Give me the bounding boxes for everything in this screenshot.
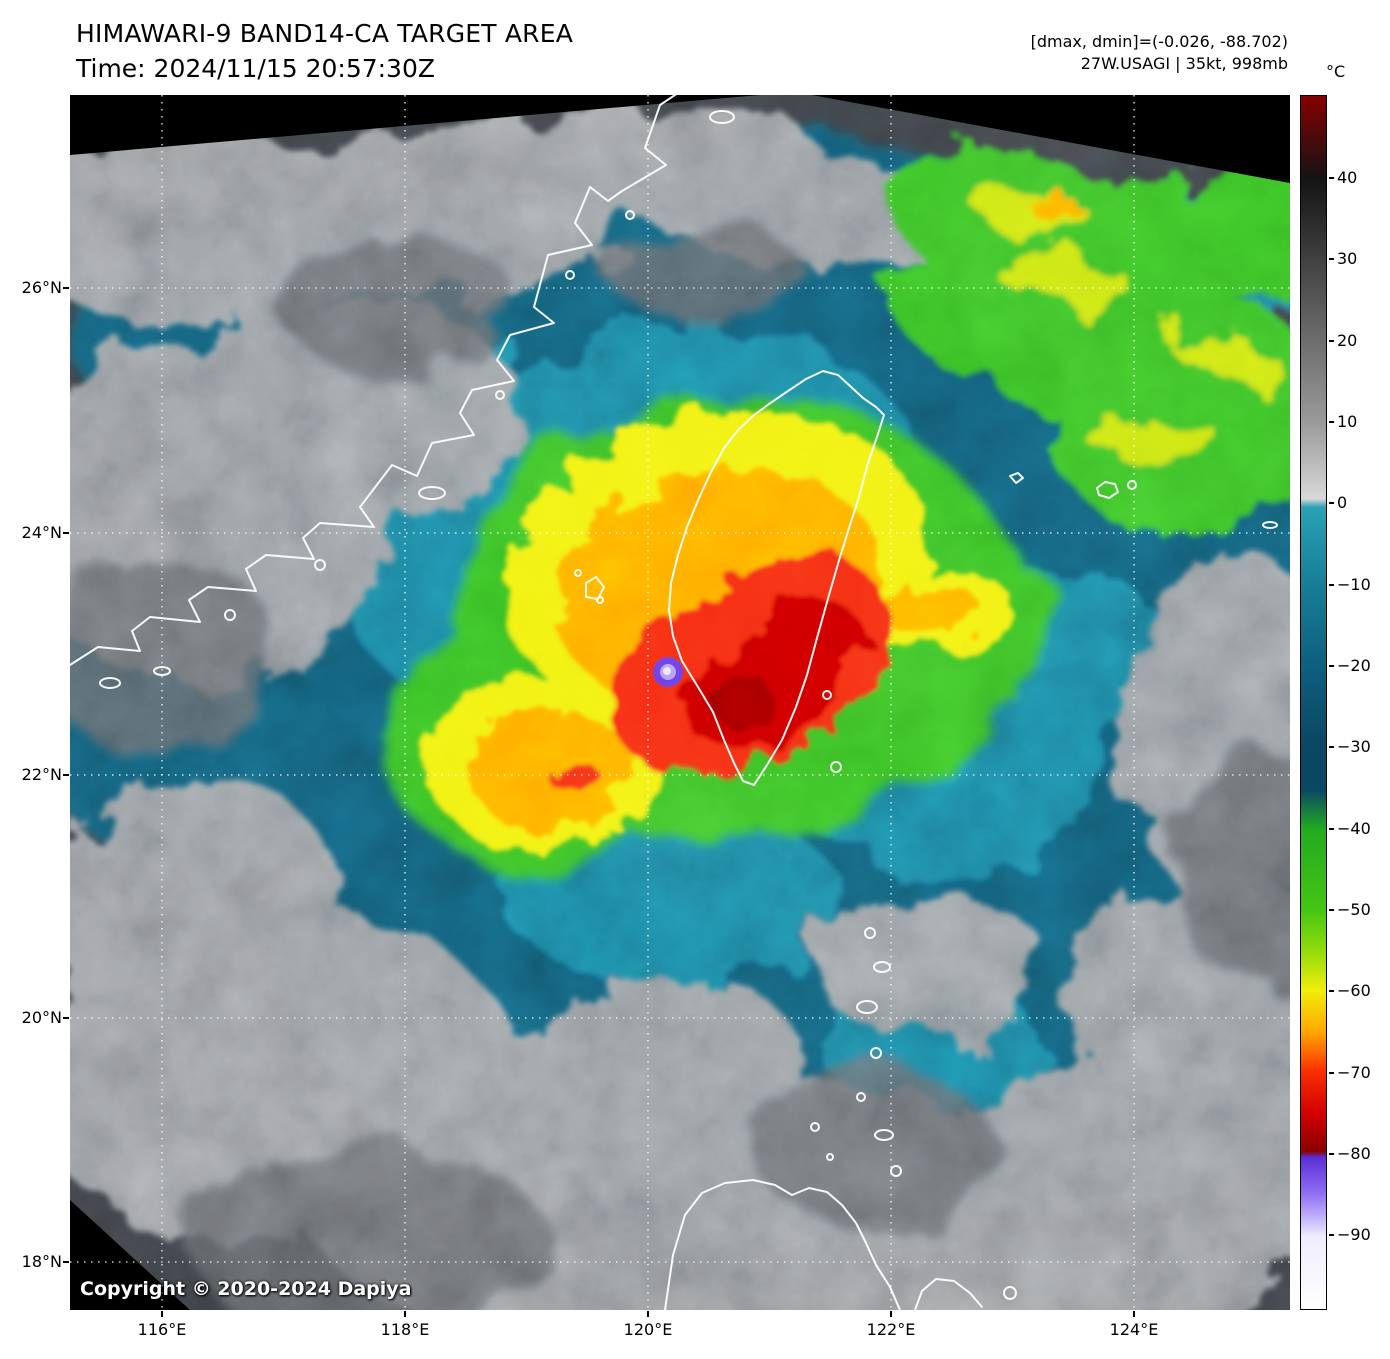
colorbar-unit-label: °C: [1326, 62, 1346, 81]
satellite-map-panel: Copyright © 2020-2024 Dapiya: [70, 95, 1290, 1310]
colorbar-tick: [1329, 665, 1334, 667]
axis-tick: [890, 1311, 892, 1317]
penghu-islands: [574, 569, 605, 604]
axis-tick: [63, 532, 69, 534]
china-coastline: [70, 95, 677, 666]
colorbar-tick: [1329, 258, 1334, 260]
offshore-islands-east: [822, 690, 842, 773]
lon-axis-label: 118°E: [380, 1320, 430, 1339]
colorbar-tick: [1329, 1153, 1334, 1155]
axis-tick: [63, 1261, 69, 1263]
axis-tick: [404, 1311, 406, 1317]
colorbar-tick-label: −80: [1337, 1144, 1371, 1163]
lat-axis-label: 22°N: [21, 765, 62, 784]
batanes-babuyan-islands: [810, 927, 1017, 1300]
colorbar-tick: [1329, 1072, 1334, 1074]
colorbar-tick-label: −20: [1337, 656, 1371, 675]
axis-tick: [63, 1017, 69, 1019]
colorbar-tick: [1329, 421, 1334, 423]
axis-tick: [161, 1311, 163, 1317]
taiwan-coastline: [668, 370, 885, 786]
colorbar-tick: [1329, 990, 1334, 992]
colorbar-tick: [1329, 177, 1334, 179]
axis-tick: [63, 774, 69, 776]
storm-info: 27W.USAGI | 35kt, 998mb: [1080, 54, 1288, 73]
colorbar-tick-label: −40: [1337, 819, 1371, 838]
lon-axis-label: 116°E: [137, 1320, 187, 1339]
lat-axis-label: 26°N: [21, 278, 62, 297]
colorbar-gradient: [1300, 95, 1327, 1310]
colorbar-tick: [1329, 584, 1334, 586]
colorbar-tick-label: −70: [1337, 1063, 1371, 1082]
colorbar-tick: [1329, 502, 1334, 504]
axis-tick: [1133, 1311, 1135, 1317]
colorbar-tick: [1329, 1234, 1334, 1236]
colorbar-tick: [1329, 340, 1334, 342]
luzon-coastline: [664, 1179, 901, 1310]
colorbar-tick-label: 30: [1337, 249, 1358, 268]
product-title: HIMAWARI-9 BAND14-CA TARGET AREA: [76, 19, 574, 48]
colorbar-tick: [1329, 828, 1334, 830]
axis-tick: [63, 287, 69, 289]
copyright-watermark: Copyright © 2020-2024 Dapiya: [80, 1278, 412, 1300]
lon-axis-label: 122°E: [866, 1320, 916, 1339]
scan-swath: [70, 95, 1290, 1310]
luzon-east-coast: [914, 1278, 983, 1310]
colorbar-tick-label: −10: [1337, 575, 1371, 594]
colorbar-tick-label: 40: [1337, 168, 1358, 187]
grid-lines: [70, 95, 1290, 1310]
colorbar-tick-label: −30: [1337, 737, 1371, 756]
coastlines: [70, 95, 1278, 1310]
colorbar-tick-label: −60: [1337, 981, 1371, 1000]
product-time: Time: 2024/11/15 20:57:30Z: [76, 54, 435, 83]
colorbar-tick: [1329, 909, 1334, 911]
colorbar-tick-label: 10: [1337, 412, 1358, 431]
colorbar-tick-label: −90: [1337, 1225, 1371, 1244]
lat-axis-label: 24°N: [21, 523, 62, 542]
lat-axis-label: 20°N: [21, 1008, 62, 1027]
lon-axis-label: 124°E: [1109, 1320, 1159, 1339]
colorbar-tick: [1329, 746, 1334, 748]
colorbar-tick-label: −50: [1337, 900, 1371, 919]
ryukyu-islands: [1009, 472, 1278, 529]
lon-axis-label: 120°E: [623, 1320, 673, 1339]
dmax-dmin-readout: [dmax, dmin]=(-0.026, -88.702): [1030, 32, 1288, 51]
lat-axis-label: 18°N: [21, 1252, 62, 1271]
china-coastal-islands: [99, 110, 735, 689]
satellite-imagery: [70, 95, 1290, 1310]
colorbar-tick-label: 20: [1337, 331, 1358, 350]
product-stats: [dmax, dmin]=(-0.026, -88.702) 27W.USAGI…: [1031, 31, 1288, 75]
axis-tick: [647, 1311, 649, 1317]
colorbar-tick-label: 0: [1337, 493, 1348, 512]
